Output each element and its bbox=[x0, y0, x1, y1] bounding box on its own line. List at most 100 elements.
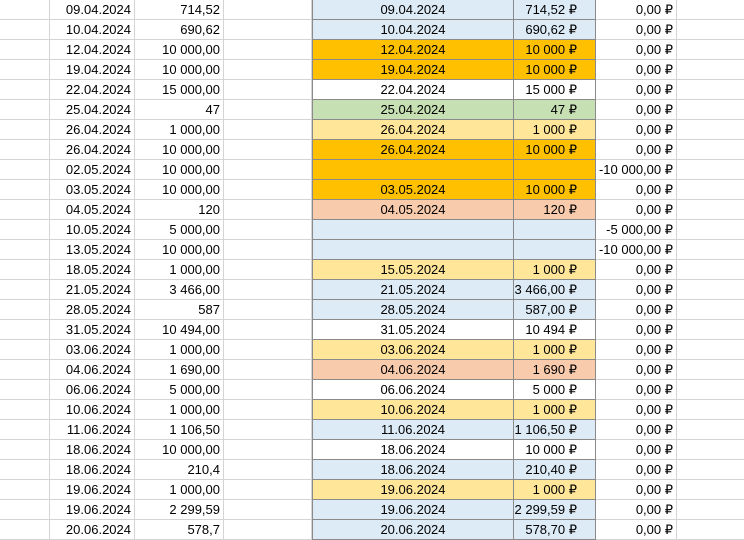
row-spacer-cell[interactable] bbox=[0, 0, 50, 20]
difference-cell[interactable]: -10 000,00 ₽ bbox=[596, 160, 677, 180]
amount-cell[interactable]: 120 bbox=[135, 200, 224, 220]
date-cell[interactable]: 03.05.2024 bbox=[50, 180, 135, 200]
matched-amount-cell[interactable]: 15 000 ₽ bbox=[514, 80, 596, 100]
date-cell[interactable]: 18.06.2024 bbox=[50, 460, 135, 480]
matched-date-cell[interactable]: 28.05.2024 bbox=[312, 300, 514, 320]
date-cell[interactable]: 12.04.2024 bbox=[50, 40, 135, 60]
amount-cell[interactable]: 10 000,00 bbox=[135, 160, 224, 180]
amount-cell[interactable]: 1 000,00 bbox=[135, 400, 224, 420]
empty-cell[interactable] bbox=[224, 400, 312, 420]
empty-cell[interactable] bbox=[224, 440, 312, 460]
date-cell[interactable]: 28.05.2024 bbox=[50, 300, 135, 320]
empty-cell[interactable] bbox=[224, 100, 312, 120]
matched-amount-cell[interactable]: 5 000 ₽ bbox=[514, 380, 596, 400]
row-spacer-cell[interactable] bbox=[0, 300, 50, 320]
empty-cell[interactable] bbox=[677, 160, 744, 180]
difference-cell[interactable]: 0,00 ₽ bbox=[596, 140, 677, 160]
matched-amount-cell[interactable] bbox=[514, 220, 596, 240]
empty-cell[interactable] bbox=[677, 40, 744, 60]
amount-cell[interactable]: 587 bbox=[135, 300, 224, 320]
matched-date-cell[interactable]: 31.05.2024 bbox=[312, 320, 514, 340]
difference-cell[interactable]: 0,00 ₽ bbox=[596, 460, 677, 480]
amount-cell[interactable]: 1 690,00 bbox=[135, 360, 224, 380]
difference-cell[interactable]: -10 000,00 ₽ bbox=[596, 240, 677, 260]
matched-date-cell[interactable]: 21.05.2024 bbox=[312, 280, 514, 300]
difference-cell[interactable]: 0,00 ₽ bbox=[596, 500, 677, 520]
empty-cell[interactable] bbox=[677, 480, 744, 500]
matched-date-cell[interactable]: 10.06.2024 bbox=[312, 400, 514, 420]
empty-cell[interactable] bbox=[224, 340, 312, 360]
row-spacer-cell[interactable] bbox=[0, 320, 50, 340]
difference-cell[interactable]: 0,00 ₽ bbox=[596, 260, 677, 280]
empty-cell[interactable] bbox=[677, 420, 744, 440]
matched-amount-cell[interactable]: 10 000 ₽ bbox=[514, 60, 596, 80]
row-spacer-cell[interactable] bbox=[0, 240, 50, 260]
amount-cell[interactable]: 714,52 bbox=[135, 0, 224, 20]
empty-cell[interactable] bbox=[224, 160, 312, 180]
matched-amount-cell[interactable]: 587,00 ₽ bbox=[514, 300, 596, 320]
row-spacer-cell[interactable] bbox=[0, 520, 50, 540]
empty-cell[interactable] bbox=[224, 60, 312, 80]
matched-date-cell[interactable] bbox=[312, 160, 514, 180]
matched-date-cell[interactable]: 19.04.2024 bbox=[312, 60, 514, 80]
difference-cell[interactable]: 0,00 ₽ bbox=[596, 400, 677, 420]
empty-cell[interactable] bbox=[224, 0, 312, 20]
difference-cell[interactable]: 0,00 ₽ bbox=[596, 520, 677, 540]
date-cell[interactable]: 11.06.2024 bbox=[50, 420, 135, 440]
empty-cell[interactable] bbox=[224, 40, 312, 60]
empty-cell[interactable] bbox=[224, 520, 312, 540]
row-spacer-cell[interactable] bbox=[0, 60, 50, 80]
matched-amount-cell[interactable]: 10 494 ₽ bbox=[514, 320, 596, 340]
date-cell[interactable]: 10.06.2024 bbox=[50, 400, 135, 420]
amount-cell[interactable]: 10 000,00 bbox=[135, 40, 224, 60]
row-spacer-cell[interactable] bbox=[0, 100, 50, 120]
empty-cell[interactable] bbox=[677, 460, 744, 480]
matched-date-cell[interactable] bbox=[312, 240, 514, 260]
empty-cell[interactable] bbox=[677, 0, 744, 20]
empty-cell[interactable] bbox=[224, 240, 312, 260]
matched-amount-cell[interactable]: 1 000 ₽ bbox=[514, 480, 596, 500]
difference-cell[interactable]: 0,00 ₽ bbox=[596, 420, 677, 440]
date-cell[interactable]: 09.04.2024 bbox=[50, 0, 135, 20]
row-spacer-cell[interactable] bbox=[0, 480, 50, 500]
difference-cell[interactable]: 0,00 ₽ bbox=[596, 440, 677, 460]
empty-cell[interactable] bbox=[677, 320, 744, 340]
matched-date-cell[interactable]: 06.06.2024 bbox=[312, 380, 514, 400]
empty-cell[interactable] bbox=[677, 280, 744, 300]
amount-cell[interactable]: 1 000,00 bbox=[135, 120, 224, 140]
amount-cell[interactable]: 5 000,00 bbox=[135, 220, 224, 240]
row-spacer-cell[interactable] bbox=[0, 500, 50, 520]
empty-cell[interactable] bbox=[224, 420, 312, 440]
row-spacer-cell[interactable] bbox=[0, 400, 50, 420]
matched-amount-cell[interactable]: 578,70 ₽ bbox=[514, 520, 596, 540]
empty-cell[interactable] bbox=[677, 80, 744, 100]
difference-cell[interactable]: 0,00 ₽ bbox=[596, 60, 677, 80]
amount-cell[interactable]: 1 000,00 bbox=[135, 260, 224, 280]
matched-amount-cell[interactable]: 10 000 ₽ bbox=[514, 440, 596, 460]
difference-cell[interactable]: 0,00 ₽ bbox=[596, 80, 677, 100]
date-cell[interactable]: 31.05.2024 bbox=[50, 320, 135, 340]
row-spacer-cell[interactable] bbox=[0, 340, 50, 360]
row-spacer-cell[interactable] bbox=[0, 120, 50, 140]
row-spacer-cell[interactable] bbox=[0, 20, 50, 40]
difference-cell[interactable]: 0,00 ₽ bbox=[596, 480, 677, 500]
matched-amount-cell[interactable]: 1 690 ₽ bbox=[514, 360, 596, 380]
empty-cell[interactable] bbox=[677, 180, 744, 200]
empty-cell[interactable] bbox=[224, 80, 312, 100]
empty-cell[interactable] bbox=[677, 260, 744, 280]
amount-cell[interactable]: 10 000,00 bbox=[135, 140, 224, 160]
matched-amount-cell[interactable]: 714,52 ₽ bbox=[514, 0, 596, 20]
matched-date-cell[interactable]: 04.06.2024 bbox=[312, 360, 514, 380]
empty-cell[interactable] bbox=[677, 220, 744, 240]
matched-date-cell[interactable]: 26.04.2024 bbox=[312, 140, 514, 160]
empty-cell[interactable] bbox=[677, 20, 744, 40]
matched-date-cell[interactable]: 15.05.2024 bbox=[312, 260, 514, 280]
amount-cell[interactable]: 10 000,00 bbox=[135, 180, 224, 200]
empty-cell[interactable] bbox=[224, 360, 312, 380]
date-cell[interactable]: 10.04.2024 bbox=[50, 20, 135, 40]
matched-amount-cell[interactable]: 120 ₽ bbox=[514, 200, 596, 220]
amount-cell[interactable]: 1 106,50 bbox=[135, 420, 224, 440]
matched-date-cell[interactable]: 22.04.2024 bbox=[312, 80, 514, 100]
difference-cell[interactable]: 0,00 ₽ bbox=[596, 100, 677, 120]
date-cell[interactable]: 13.05.2024 bbox=[50, 240, 135, 260]
